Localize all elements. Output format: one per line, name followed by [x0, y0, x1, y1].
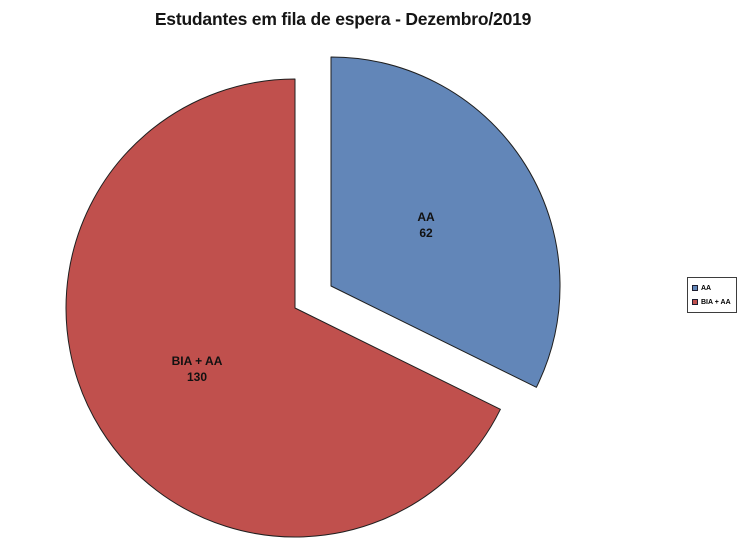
legend-swatch-bia-aa-icon [692, 299, 698, 305]
legend-swatch-aa-icon [692, 285, 698, 291]
legend-item-bia-aa[interactable]: BIA + AA [692, 299, 736, 306]
legend-item-aa[interactable]: AA [692, 285, 736, 292]
pie-slice-aa[interactable] [330, 56, 561, 388]
chart-legend: AA BIA + AA [687, 277, 737, 313]
pie-slice-bia-aa[interactable] [65, 78, 501, 538]
legend-label-bia-aa: BIA + AA [701, 298, 731, 306]
chart-title: Estudantes em fila de espera - Dezembro/… [154, 9, 532, 29]
legend-label-aa: AA [701, 284, 712, 292]
